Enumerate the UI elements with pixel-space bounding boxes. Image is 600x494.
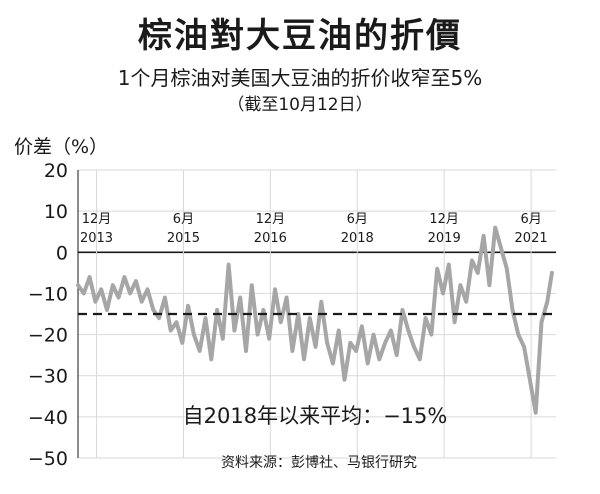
- chart-title: 棕油對大豆油的折價: [138, 16, 462, 56]
- y-tick-label: 0: [56, 242, 68, 264]
- y-tick-label: 10: [44, 201, 68, 223]
- x-tick-year: 2019: [428, 231, 461, 246]
- x-tick-month: 6月: [173, 212, 194, 227]
- y-tick-label: −40: [28, 407, 68, 429]
- x-tick-month: 12月: [429, 212, 459, 227]
- x-tick-year: 2018: [341, 231, 374, 246]
- y-axis-label: 价差（%）: [14, 136, 109, 158]
- x-tick-month: 12月: [82, 212, 112, 227]
- y-tick-label: −20: [28, 325, 68, 347]
- chart-subtitle: 1个月棕油对美国大豆油的折价收窄至5%: [117, 66, 483, 90]
- x-tick-year: 2016: [254, 231, 287, 246]
- y-tick-label: −50: [28, 448, 68, 470]
- x-tick-month: 6月: [520, 212, 541, 227]
- chart-date-note: （截至10月12日）: [227, 95, 373, 115]
- y-tick-label: −30: [28, 366, 68, 388]
- source-note: 资料来源：彭博社、马银行研究: [221, 455, 417, 471]
- average-annotation: 自2018年以来平均：−15%: [182, 404, 448, 428]
- x-tick-year: 2021: [515, 231, 548, 246]
- y-tick-label: 20: [44, 160, 68, 182]
- y-axis-ticks: 20 10 0 −10 −20 −30 −40 −50: [28, 160, 68, 470]
- x-axis-ticks: 12月 2013 6月 2015 12月 2016 6月 2018 12月 2019 6月 2021: [80, 212, 548, 246]
- x-tick-year: 2015: [167, 231, 200, 246]
- series-group: [76, 225, 554, 415]
- x-tick-month: 6月: [347, 212, 368, 227]
- x-tick-year: 2013: [80, 231, 113, 246]
- x-tick-month: 12月: [256, 212, 286, 227]
- y-tick-label: −10: [28, 283, 68, 305]
- series-line-0: [76, 225, 554, 415]
